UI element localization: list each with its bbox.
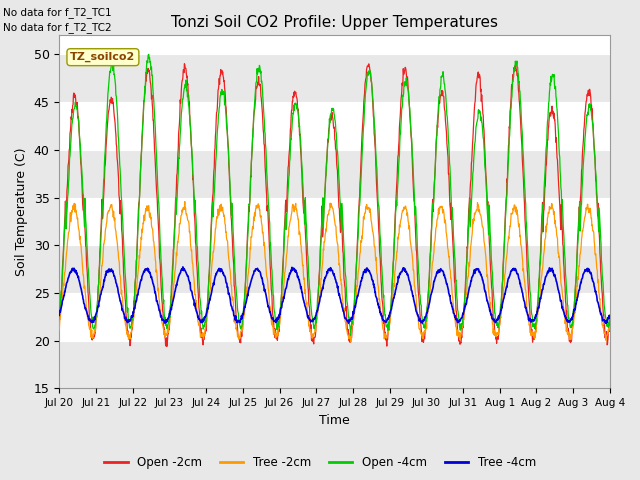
Text: No data for f_T2_TC1: No data for f_T2_TC1 bbox=[3, 7, 112, 18]
X-axis label: Time: Time bbox=[319, 414, 350, 427]
Legend: Open -2cm, Tree -2cm, Open -4cm, Tree -4cm: Open -2cm, Tree -2cm, Open -4cm, Tree -4… bbox=[99, 452, 541, 474]
Bar bbox=[60, 54, 610, 102]
Y-axis label: Soil Temperature (C): Soil Temperature (C) bbox=[15, 147, 28, 276]
Title: Tonzi Soil CO2 Profile: Upper Temperatures: Tonzi Soil CO2 Profile: Upper Temperatur… bbox=[171, 15, 498, 30]
Bar bbox=[60, 341, 610, 388]
Bar bbox=[60, 150, 610, 197]
Text: TZ_soilco2: TZ_soilco2 bbox=[70, 52, 136, 62]
Text: No data for f_T2_TC2: No data for f_T2_TC2 bbox=[3, 22, 112, 33]
Bar bbox=[60, 245, 610, 293]
